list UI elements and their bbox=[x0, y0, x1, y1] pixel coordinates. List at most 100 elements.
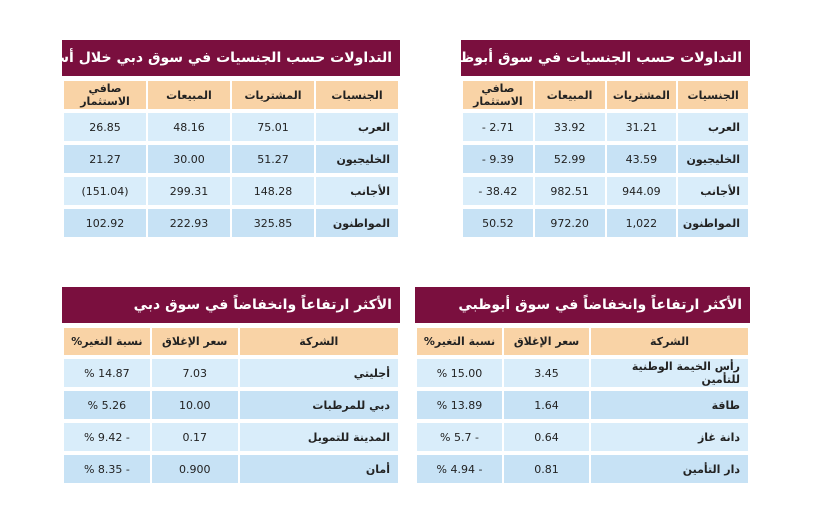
label-cell: أمان bbox=[239, 455, 398, 483]
label-cell: العرب bbox=[678, 113, 748, 141]
value-cell: % 15.00 bbox=[417, 359, 503, 387]
label-cell: طاقة bbox=[591, 391, 748, 419]
label-cell: دانة غاز bbox=[591, 423, 748, 451]
table-row: طاقة 1.64% 13.89 bbox=[417, 391, 748, 419]
value-cell: % 13.89 bbox=[417, 391, 503, 419]
table-row: الخليجيون 43.59 52.99- 9.39 bbox=[463, 145, 748, 173]
label-cell: دار التأمين bbox=[591, 455, 748, 483]
value-cell: % 4.94 - bbox=[417, 455, 503, 483]
table-row: دانة غاز 0.64% 5.7 - bbox=[417, 423, 748, 451]
value-cell: 50.52 bbox=[463, 209, 533, 237]
value-cell: - 38.42 bbox=[463, 177, 533, 205]
value-cell: 52.99 bbox=[534, 145, 605, 173]
table-row: المواطنون 325.85 222.93 102.92 bbox=[64, 209, 398, 237]
value-cell: 51.27 bbox=[232, 145, 314, 173]
column-header: الجنسيات bbox=[316, 81, 398, 109]
column-header: المبيعات bbox=[534, 81, 605, 109]
value-cell: 48.16 bbox=[148, 113, 230, 141]
label-cell: الخليجيون bbox=[678, 145, 748, 173]
table-row: دار التأمين 0.81% 4.94 - bbox=[417, 455, 748, 483]
abudhabi-nationalities: التداولات حسب الجنسيات في سوق أبوظبي الجن… bbox=[461, 40, 750, 241]
label-cell: المدينة للتمويل bbox=[239, 423, 398, 451]
value-cell: 982.51 bbox=[534, 177, 605, 205]
column-header: نسبة التغير% bbox=[64, 328, 150, 355]
column-header: المشتريات bbox=[232, 81, 314, 109]
value-cell: 21.27 bbox=[64, 145, 146, 173]
header-row: الشركة سعر الإغلاق نسبة التغير% bbox=[417, 328, 748, 355]
column-header: صافي الاستثمار bbox=[64, 81, 146, 109]
label-cell: دبي للمرطبات bbox=[239, 391, 398, 419]
value-cell: 3.45 bbox=[504, 359, 590, 387]
value-cell: 1,022 bbox=[606, 209, 677, 237]
table-row: المدينة للتمويل 0.17% 9.42 - bbox=[64, 423, 398, 451]
column-header: الشركة bbox=[239, 328, 398, 355]
table-title: الأكثر ارتفاعاً وانخفاضاً في سوق دبي bbox=[62, 287, 400, 323]
label-cell: الأجانب bbox=[316, 177, 398, 205]
label-cell: أجليتي bbox=[239, 359, 398, 387]
header-row: الجنسيات المشتريات المبيعات صافي الاستثمار bbox=[463, 81, 748, 109]
table-row: العرب 75.01 48.16 26.85 bbox=[64, 113, 398, 141]
table-title: التداولات حسب الجنسيات في سوق أبوظبي bbox=[461, 40, 750, 76]
value-cell: 1.64 bbox=[504, 391, 590, 419]
value-cell: - 2.71 bbox=[463, 113, 533, 141]
value-cell: % 14.87 bbox=[64, 359, 150, 387]
column-header: سعر الإغلاق bbox=[504, 328, 590, 355]
label-cell: المواطنون bbox=[316, 209, 398, 237]
value-cell: 299.31 bbox=[148, 177, 230, 205]
table-row: الخليجيون 51.27 30.00 21.27 bbox=[64, 145, 398, 173]
value-cell: % 5.26 bbox=[64, 391, 150, 419]
header-row: الجنسيات المشتريات المبيعات صافي الاستثمار bbox=[64, 81, 398, 109]
table-row: أجليتي 7.03% 14.87 bbox=[64, 359, 398, 387]
value-cell: 0.64 bbox=[504, 423, 590, 451]
column-header: الشركة bbox=[591, 328, 748, 355]
value-cell: 222.93 bbox=[148, 209, 230, 237]
table-row: أمان 0.900% 8.35 - bbox=[64, 455, 398, 483]
value-cell: 10.00 bbox=[151, 391, 238, 419]
label-cell: الخليجيون bbox=[316, 145, 398, 173]
abudhabi-movers: الأكثر ارتفاعاً وانخفاضاً في سوق أبوظبي ا… bbox=[415, 287, 750, 487]
table: الشركة سعر الإغلاق نسبة التغير% أجليتي 7.03%… bbox=[62, 324, 400, 487]
value-cell: 7.03 bbox=[151, 359, 238, 387]
value-cell: 102.92 bbox=[64, 209, 146, 237]
value-cell: % 5.7 - bbox=[417, 423, 503, 451]
column-header: نسبة التغير% bbox=[417, 328, 503, 355]
table: الجنسيات المشتريات المبيعات صافي الاستثمار ا… bbox=[461, 77, 750, 241]
label-cell: العرب bbox=[316, 113, 398, 141]
table: الجنسيات المشتريات المبيعات صافي الاستثمار ا… bbox=[62, 77, 400, 241]
value-cell: 33.92 bbox=[534, 113, 605, 141]
table: الشركة سعر الإغلاق نسبة التغير% رأس الخيمة … bbox=[415, 324, 750, 487]
dubai-movers: الأكثر ارتفاعاً وانخفاضاً في سوق دبي الشر… bbox=[62, 287, 400, 487]
label-cell: المواطنون bbox=[678, 209, 748, 237]
table-row: دبي للمرطبات 10.00% 5.26 bbox=[64, 391, 398, 419]
table-row: الأجانب 944.09 982.51- 38.42 bbox=[463, 177, 748, 205]
label-cell: الأجانب bbox=[678, 177, 748, 205]
value-cell: - 9.39 bbox=[463, 145, 533, 173]
header-row: الشركة سعر الإغلاق نسبة التغير% bbox=[64, 328, 398, 355]
column-header: الجنسيات bbox=[678, 81, 748, 109]
table-row: الأجانب 148.28 299.31 (151.04) bbox=[64, 177, 398, 205]
value-cell: 944.09 bbox=[606, 177, 677, 205]
value-cell: % 8.35 - bbox=[64, 455, 150, 483]
table-row: العرب 31.21 33.92- 2.71 bbox=[463, 113, 748, 141]
column-header: صافي الاستثمار bbox=[463, 81, 533, 109]
column-header: المشتريات bbox=[606, 81, 677, 109]
value-cell: 148.28 bbox=[232, 177, 314, 205]
table-title: الأكثر ارتفاعاً وانخفاضاً في سوق أبوظبي bbox=[415, 287, 750, 323]
value-cell: 31.21 bbox=[606, 113, 677, 141]
label-cell: رأس الخيمة الوطنية للتأمين bbox=[591, 359, 748, 387]
value-cell: 0.17 bbox=[151, 423, 238, 451]
value-cell: % 9.42 - bbox=[64, 423, 150, 451]
table-row: رأس الخيمة الوطنية للتأمين 3.45% 15.00 bbox=[417, 359, 748, 387]
value-cell: (151.04) bbox=[64, 177, 146, 205]
table-row: المواطنون 1,022 972.20 50.52 bbox=[463, 209, 748, 237]
table-title: التداولات حسب الجنسيات في سوق دبي خلال أ… bbox=[62, 40, 400, 76]
value-cell: 43.59 bbox=[606, 145, 677, 173]
value-cell: 972.20 bbox=[534, 209, 605, 237]
dubai-nationalities: التداولات حسب الجنسيات في سوق دبي خلال أ… bbox=[62, 40, 400, 241]
column-header: سعر الإغلاق bbox=[151, 328, 238, 355]
value-cell: 325.85 bbox=[232, 209, 314, 237]
column-header: المبيعات bbox=[148, 81, 230, 109]
value-cell: 75.01 bbox=[232, 113, 314, 141]
value-cell: 30.00 bbox=[148, 145, 230, 173]
